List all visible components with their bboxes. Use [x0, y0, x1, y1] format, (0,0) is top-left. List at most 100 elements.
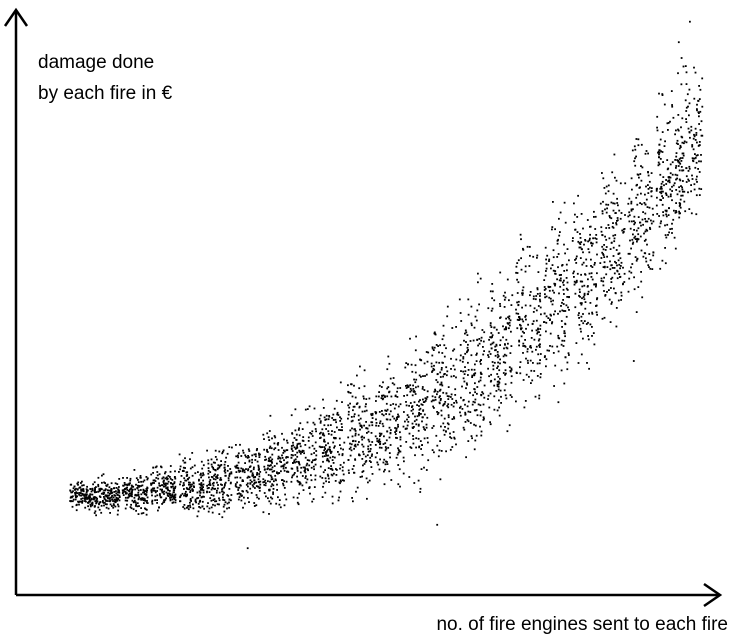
scatter-point — [453, 368, 456, 371]
scatter-point — [113, 500, 116, 503]
scatter-point — [132, 485, 135, 488]
scatter-point — [407, 363, 409, 366]
scatter-point — [245, 455, 247, 458]
scatter-point — [660, 220, 662, 223]
scatter-point — [215, 500, 218, 503]
scatter-point — [341, 469, 344, 472]
scatter-point — [129, 492, 132, 495]
scatter-point — [489, 421, 491, 424]
scatter-point — [349, 402, 351, 405]
scatter-point — [381, 422, 384, 425]
scatter-point — [493, 378, 496, 381]
scatter-point — [627, 215, 630, 218]
scatter-point — [267, 474, 270, 476]
scatter-point — [359, 476, 362, 478]
scatter-point — [591, 311, 593, 314]
scatter-point — [647, 171, 649, 173]
scatter-point — [273, 442, 276, 445]
scatter-point — [649, 186, 651, 189]
scatter-point — [558, 274, 561, 276]
scatter-point — [521, 289, 524, 292]
scatter-point — [203, 507, 205, 510]
scatter-point — [103, 501, 106, 504]
scatter-point — [469, 422, 472, 424]
scatter-point — [438, 396, 441, 399]
scatter-point — [274, 447, 277, 449]
scatter-point — [247, 456, 250, 459]
scatter-point — [322, 398, 324, 401]
scatter-point — [602, 280, 605, 283]
scatter-point — [93, 496, 96, 498]
scatter-point — [91, 488, 94, 491]
scatter-point — [362, 445, 365, 448]
scatter-point — [186, 488, 189, 490]
scatter-point — [286, 439, 288, 442]
scatter-point — [682, 65, 685, 68]
scatter-point — [644, 203, 647, 206]
scatter-point — [589, 237, 591, 240]
scatter-point — [273, 480, 275, 483]
scatter-point — [590, 272, 593, 275]
scatter-point — [559, 211, 562, 214]
scatter-point — [251, 461, 253, 464]
scatter-point — [251, 480, 253, 483]
scatter-point — [117, 503, 119, 506]
scatter-point — [602, 177, 605, 180]
scatter-point — [243, 471, 246, 474]
scatter-point — [254, 453, 257, 456]
scatter-point — [174, 501, 177, 504]
scatter-point — [589, 302, 592, 304]
scatter-point — [445, 366, 448, 369]
scatter-point — [116, 513, 119, 516]
scatter-point — [558, 292, 560, 295]
scatter-point — [694, 153, 696, 155]
scatter-point — [290, 447, 293, 450]
scatter-point — [108, 489, 111, 492]
scatter-point — [539, 328, 542, 330]
scatter-point — [238, 492, 241, 495]
scatter-point — [296, 446, 299, 449]
scatter-point — [415, 335, 417, 338]
scatter-point — [667, 214, 670, 216]
scatter-point — [200, 472, 202, 475]
scatter-point — [242, 480, 244, 482]
scatter-point — [496, 385, 499, 387]
scatter-point — [467, 420, 470, 423]
scatter-point — [586, 293, 589, 296]
scatter-point — [105, 500, 107, 502]
scatter-point — [694, 139, 697, 141]
scatter-point — [74, 492, 76, 494]
scatter-point — [551, 226, 554, 228]
scatter-point — [153, 479, 156, 482]
scatter-point — [504, 343, 506, 346]
scatter-point — [408, 432, 411, 435]
scatter-point — [367, 430, 370, 433]
scatter-point — [152, 479, 155, 482]
scatter-point — [385, 460, 387, 463]
scatter-point — [366, 497, 368, 500]
scatter-point — [182, 506, 185, 508]
scatter-point — [560, 305, 562, 307]
scatter-point — [507, 342, 509, 345]
scatter-point — [509, 394, 512, 396]
scatter-point — [417, 437, 420, 440]
scatter-point — [218, 491, 221, 494]
scatter-point — [510, 367, 513, 370]
scatter-point — [431, 369, 434, 372]
scatter-point — [395, 403, 397, 406]
scatter-point — [191, 483, 193, 486]
scatter-point — [374, 456, 377, 459]
scatter-point — [114, 501, 117, 504]
scatter-point — [584, 301, 587, 303]
scatter-point — [206, 484, 208, 487]
scatter-point — [150, 484, 153, 486]
scatter-point — [560, 343, 563, 346]
scatter-point — [237, 461, 240, 464]
scatter-point — [252, 474, 254, 476]
scatter-point — [545, 270, 547, 272]
scatter-point — [546, 254, 549, 257]
scatter-point — [196, 515, 199, 518]
scatter-point — [436, 381, 439, 384]
scatter-point — [361, 458, 364, 460]
scatter-point — [612, 222, 614, 224]
